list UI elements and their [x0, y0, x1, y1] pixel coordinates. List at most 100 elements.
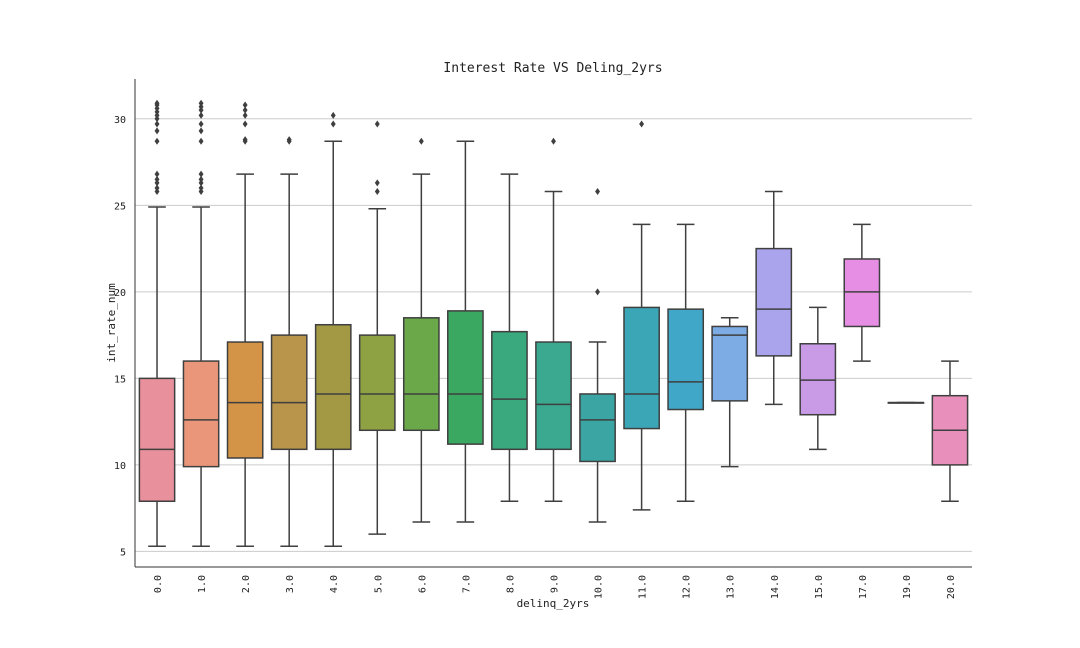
x-tick-label: 12.0 — [682, 575, 693, 599]
y-tick-label: 20 — [114, 288, 126, 299]
x-tick-label: 9.0 — [550, 575, 561, 593]
outlier-point — [286, 136, 292, 144]
y-axis-label: int_rate_num — [105, 283, 118, 363]
outlier-point — [198, 127, 204, 135]
x-tick-label: 8.0 — [505, 575, 516, 593]
box-group — [667, 223, 705, 502]
box-group — [182, 99, 220, 547]
x-tick-label: 14.0 — [770, 575, 781, 599]
outlier-point — [198, 99, 204, 107]
y-tick-label: 15 — [114, 374, 126, 385]
x-tick-label: 0.0 — [153, 575, 164, 593]
outlier-point — [154, 120, 160, 128]
iqr-box — [535, 341, 572, 451]
iqr-box — [182, 360, 220, 468]
iqr-box — [358, 334, 396, 432]
outlier-point — [374, 187, 380, 195]
x-tick-label: 3.0 — [285, 575, 296, 593]
x-tick-label: 5.0 — [373, 575, 384, 593]
axes — [134, 79, 972, 568]
y-tick-label: 10 — [114, 461, 126, 472]
outlier-point — [198, 137, 204, 145]
outlier-point — [154, 170, 160, 178]
box-group — [402, 137, 440, 523]
x-tick-label: 20.0 — [946, 575, 957, 599]
box-group — [314, 111, 352, 547]
y-tick-label: 25 — [114, 201, 126, 212]
outlier-point — [154, 175, 160, 183]
iqr-box — [138, 377, 176, 502]
box-group — [579, 187, 616, 523]
outlier-point — [154, 127, 160, 135]
x-tick-label: 11.0 — [638, 575, 649, 599]
box-group — [491, 173, 528, 502]
iqr-box — [579, 393, 616, 463]
outlier-point — [330, 120, 336, 128]
x-tick-label: 6.0 — [417, 575, 428, 593]
x-tick-label: 4.0 — [329, 575, 340, 593]
box-group — [887, 401, 925, 404]
iqr-box — [711, 325, 749, 402]
x-tick-label: 15.0 — [814, 575, 825, 599]
outlier-point — [551, 137, 556, 145]
x-tick-label: 2.0 — [241, 575, 252, 593]
outlier-point — [374, 179, 380, 187]
outlier-point — [418, 137, 424, 145]
iqr-box — [226, 341, 264, 459]
iqr-box — [447, 310, 484, 445]
iqr-box — [491, 330, 528, 451]
box-group — [226, 101, 264, 547]
outlier-point — [198, 111, 204, 119]
y-ticks: 5 10 15 20 25 30 — [114, 115, 126, 559]
boxes — [138, 99, 969, 547]
y-tick-label: 5 — [120, 547, 126, 558]
box-group — [623, 120, 660, 511]
iqr-box — [755, 247, 793, 357]
box-group — [138, 99, 176, 547]
outlier-point — [330, 111, 336, 119]
outlier-point — [242, 120, 248, 128]
outlier-point — [154, 184, 160, 192]
outlier-point — [198, 184, 204, 192]
outlier-point — [639, 120, 645, 128]
box-group — [931, 360, 969, 502]
box-group — [358, 120, 396, 535]
box-group — [711, 317, 749, 468]
box-group — [843, 223, 881, 362]
outlier-point — [595, 187, 601, 195]
x-tick-label: 7.0 — [461, 575, 472, 593]
x-tick-label: 1.0 — [197, 575, 208, 593]
iqr-box — [314, 323, 352, 451]
outlier-point — [374, 120, 380, 128]
chart-title: Interest Rate VS Deling_2yrs — [443, 61, 662, 76]
y-tick-label: 30 — [114, 115, 126, 126]
outlier-point — [198, 175, 204, 183]
iqr-box — [270, 334, 308, 451]
x-tick-label: 17.0 — [858, 575, 869, 599]
box-group — [270, 136, 308, 547]
iqr-box — [799, 343, 837, 416]
outlier-point — [242, 106, 248, 114]
iqr-box — [667, 308, 705, 411]
outlier-point — [154, 99, 160, 107]
outlier-point — [198, 170, 204, 178]
x-tick-label: 10.0 — [594, 575, 605, 599]
x-tick-label: 13.0 — [726, 575, 737, 599]
outlier-point — [242, 111, 248, 119]
box-group — [755, 190, 793, 406]
box-group — [799, 306, 837, 451]
x-ticks: 0.0 1.0 2.0 3.0 4.0 5.0 6.0 7.0 8.0 9.0 10.0 11.0 12… — [153, 575, 957, 599]
box-group — [447, 140, 484, 523]
outlier-point — [595, 288, 601, 296]
outlier-point — [198, 120, 204, 128]
outlier-point — [154, 137, 160, 145]
box-group — [535, 137, 572, 502]
iqr-box — [843, 258, 881, 328]
outlier-point — [242, 136, 248, 144]
x-axis-label: delinq_2yrs — [517, 597, 590, 610]
iqr-box — [402, 317, 440, 432]
x-tick-label: 19.0 — [902, 575, 913, 599]
iqr-box — [623, 306, 660, 430]
outlier-point — [242, 101, 248, 109]
